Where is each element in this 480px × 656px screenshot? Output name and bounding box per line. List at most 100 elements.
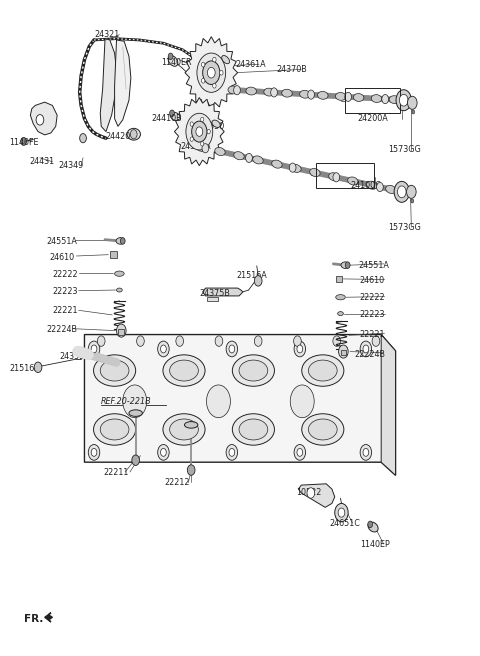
Polygon shape [100,39,117,132]
Ellipse shape [272,160,282,168]
Ellipse shape [215,148,225,155]
Circle shape [338,345,348,358]
Circle shape [333,173,340,182]
Circle shape [88,445,100,461]
Ellipse shape [371,94,382,102]
Ellipse shape [239,419,268,440]
Text: 1140EP: 1140EP [360,539,390,548]
Circle shape [290,385,314,418]
Text: 22221: 22221 [52,306,78,316]
Circle shape [197,53,226,92]
Circle shape [294,336,301,346]
Ellipse shape [282,89,292,97]
Text: 24431: 24431 [29,157,55,166]
Ellipse shape [234,152,244,160]
Ellipse shape [168,56,178,66]
Polygon shape [299,483,335,507]
Ellipse shape [309,419,337,440]
Ellipse shape [212,120,220,127]
Ellipse shape [239,360,268,381]
Polygon shape [30,102,57,135]
Circle shape [117,324,126,337]
Circle shape [207,68,215,78]
Text: 24361A: 24361A [180,142,211,150]
Text: 24361A: 24361A [235,60,266,69]
Circle shape [202,144,209,153]
Polygon shape [203,288,243,296]
Ellipse shape [163,355,205,386]
Circle shape [213,57,216,62]
Ellipse shape [348,177,358,185]
Circle shape [360,341,372,357]
Ellipse shape [253,156,263,164]
Circle shape [226,445,238,461]
Ellipse shape [170,112,180,121]
Text: 24551A: 24551A [359,260,390,270]
Circle shape [254,276,262,286]
Circle shape [168,53,173,60]
Text: 24410B: 24410B [152,114,182,123]
Circle shape [407,185,416,198]
Circle shape [187,465,195,476]
Circle shape [190,137,193,141]
Circle shape [123,385,147,418]
Circle shape [34,362,42,373]
Ellipse shape [302,355,344,386]
Ellipse shape [163,414,205,445]
Circle shape [157,445,169,461]
Circle shape [363,345,369,353]
Circle shape [91,449,97,457]
Circle shape [377,182,384,192]
Ellipse shape [337,312,343,316]
Polygon shape [185,37,238,109]
Circle shape [220,70,223,75]
Circle shape [160,449,166,457]
Circle shape [176,336,183,346]
Circle shape [192,121,207,142]
Circle shape [338,508,345,517]
Text: 22211: 22211 [104,468,129,476]
Circle shape [345,262,350,268]
Circle shape [186,113,213,150]
Bar [336,276,342,282]
Circle shape [271,88,277,97]
Text: 22224B: 22224B [354,350,385,359]
Ellipse shape [336,295,345,300]
Ellipse shape [232,414,275,445]
Text: 24610: 24610 [49,253,74,262]
Circle shape [308,90,314,99]
Ellipse shape [368,522,378,532]
Circle shape [289,163,296,173]
Polygon shape [381,335,396,476]
Bar [207,297,218,300]
Ellipse shape [169,360,198,381]
Circle shape [202,62,205,67]
Ellipse shape [196,143,206,152]
Circle shape [201,142,204,146]
Circle shape [157,341,169,357]
Text: 24610: 24610 [360,276,385,285]
Text: 22223: 22223 [52,287,78,297]
Circle shape [394,181,409,202]
Text: 22222: 22222 [360,293,385,302]
Ellipse shape [264,88,275,96]
Ellipse shape [336,92,346,100]
Ellipse shape [184,422,198,428]
Circle shape [294,341,306,357]
Ellipse shape [291,164,301,173]
Circle shape [297,345,303,353]
Ellipse shape [94,355,136,386]
Ellipse shape [129,410,143,417]
Ellipse shape [100,360,129,381]
Ellipse shape [385,186,396,194]
Text: 1140ER: 1140ER [161,58,192,68]
Ellipse shape [309,360,337,381]
Circle shape [206,385,230,418]
Text: 10522: 10522 [297,489,322,497]
Text: 22224B: 22224B [46,325,77,335]
Circle shape [190,122,193,126]
Circle shape [207,129,210,134]
Circle shape [229,345,235,353]
Ellipse shape [127,129,141,140]
Circle shape [120,237,125,244]
